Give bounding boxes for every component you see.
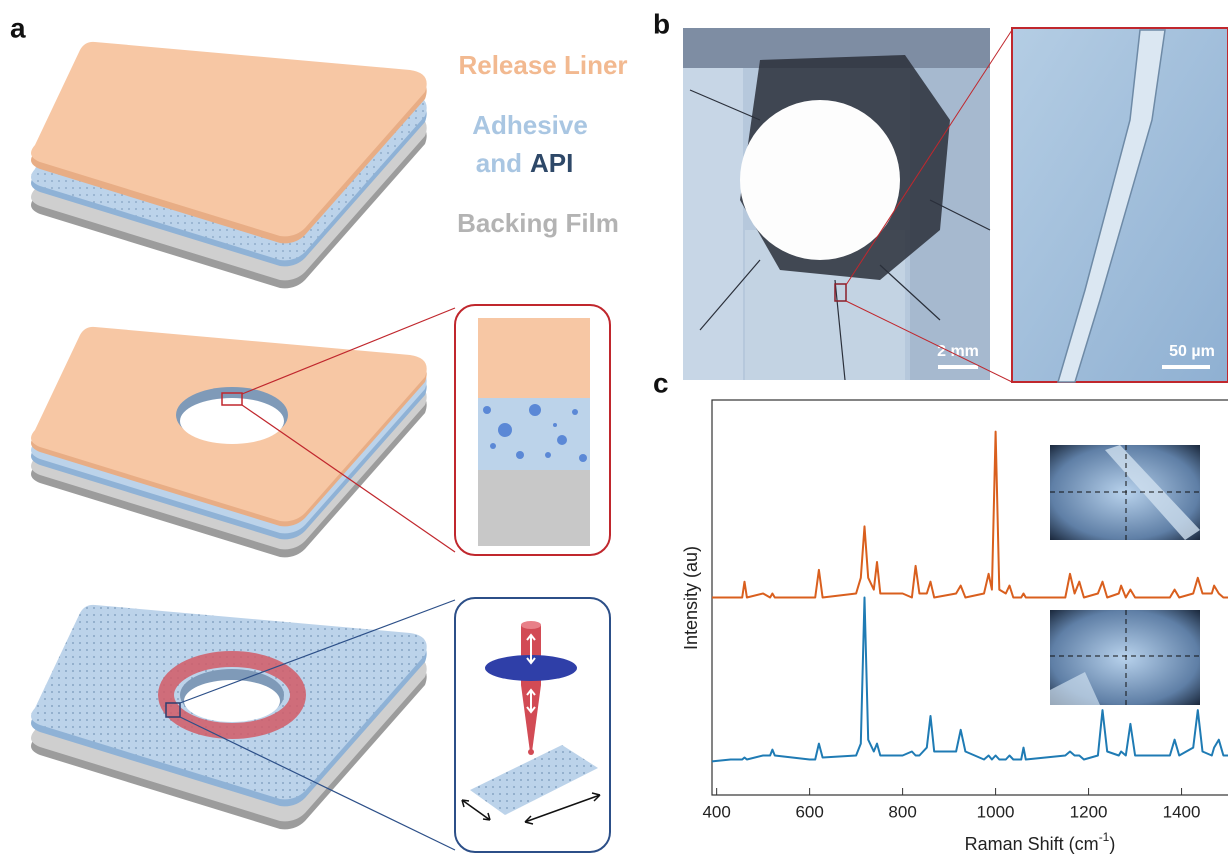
panel-label: c [653,367,669,398]
layer-stack [31,42,427,288]
x-tick-label: 1400 [1163,802,1201,821]
layer-label: and [476,148,522,178]
layer-label: Backing Film [457,208,619,238]
x-tick-label: 1000 [977,802,1015,821]
y-axis-label: Intensity (au) [681,546,701,650]
laser-inset [455,598,610,852]
zoom-micrograph: 50 µm [1012,28,1228,382]
panel-label: a [10,12,26,43]
x-tick-label: 800 [888,802,916,821]
x-tick-label: 600 [795,802,823,821]
scale-bar-label: 2 mm [937,343,979,360]
laser-patch [31,605,427,829]
inset-image [1050,445,1200,705]
layer-inset [455,305,610,555]
x-tick-label: 400 [702,802,730,821]
layer-label: Adhesive [472,110,588,140]
patch-with-hole [31,327,427,557]
x-tick-label: 1200 [1070,802,1108,821]
figure: a b c Release Liner Adhesive and API Bac… [0,0,1228,860]
panel-label: b [653,8,670,39]
micrograph: 2 mm [683,28,990,380]
x-axis-label: Raman Shift (cm-1) [965,830,1116,854]
x-axis-label-end: ) [1109,834,1115,854]
scale-bar-label: 50 µm [1169,343,1215,360]
layer-label: Release Liner [458,50,627,80]
x-axis-label-text: Raman Shift (cm [965,834,1099,854]
layer-label: API [530,148,573,178]
x-axis-label-sup: -1 [1099,830,1110,844]
